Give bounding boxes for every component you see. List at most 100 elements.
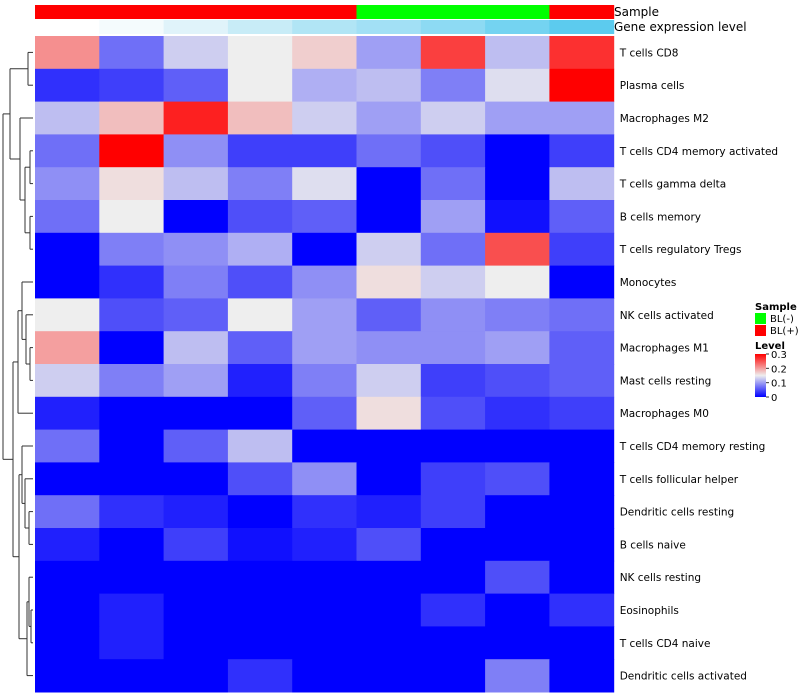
heatmap-cell [163,232,229,267]
legend-sample-title: Sample [755,302,797,313]
heatmap-cell [35,68,100,103]
heatmap-cell [549,101,615,135]
heatmap-cell [227,265,293,299]
heatmap-cell [420,462,486,496]
heatmap-cell [356,298,422,332]
heatmap-cell [292,200,357,234]
heatmap-cell [356,167,422,201]
heatmap-cell [163,364,229,398]
expression-annotation-cell [227,20,293,34]
heatmap-cell [163,495,229,529]
heatmap-cell [420,101,486,135]
heatmap-cell [549,36,615,70]
row-label: NK cells activated [620,310,714,322]
heatmap-cell [420,200,486,234]
heatmap-cell [99,134,165,168]
row-label: Plasma cells [620,80,685,92]
row-label: T cells CD4 memory activated [619,146,778,158]
heatmap-cell [485,462,550,496]
heatmap-cell [35,331,100,365]
heatmap-cell [227,36,293,70]
heatmap-cell [420,396,486,431]
heatmap-cell [420,331,486,365]
row-label: Macrophages M0 [620,408,709,420]
heatmap-cell [35,200,100,234]
heatmap-cell [356,331,422,365]
heatmap-cell [549,462,615,496]
heatmap-cell [99,298,165,332]
legend-level-title: Level [755,341,785,352]
heatmap-cell [227,429,293,463]
heatmap-cells [35,36,615,693]
heatmap-cell [292,396,357,431]
heatmap-cell [227,659,293,693]
row-label: T cells CD4 memory resting [619,441,766,453]
legend-level-tick-label: 0.2 [771,364,787,375]
heatmap-cell [99,36,165,70]
heatmap-cell [485,429,550,463]
heatmap-cell [292,495,357,529]
heatmap-cell [420,134,486,168]
heatmap-cell [35,167,100,201]
heatmap-cell [549,364,615,398]
heatmap-cell [35,298,100,332]
heatmap-cell [485,331,550,365]
heatmap-cell [356,232,422,267]
heatmap-cell [292,298,357,332]
heatmap-cell [420,298,486,332]
heatmap-cell [549,265,615,299]
heatmap-cell [163,265,229,299]
heatmap-cell [549,659,615,693]
heatmap-cell [356,396,422,431]
row-label: T cells regulatory Tregs [619,244,742,256]
heatmap-cell [35,659,100,693]
heatmap-cell [227,134,293,168]
sample-annotation-cell [99,5,165,19]
heatmap-cell [292,364,357,398]
expression-annotation-cell [292,20,357,34]
heatmap-cell [35,560,100,595]
heatmap-cell [99,495,165,529]
heatmap-cell [99,331,165,365]
heatmap-cell [485,36,550,70]
heatmap-cell [420,167,486,201]
heatmap-cell [292,134,357,168]
row-label: Dendritic cells resting [620,507,735,519]
heatmap-cell [227,528,293,562]
heatmap-cell [420,68,486,103]
heatmap-cell [485,298,550,332]
heatmap-cell [549,200,615,234]
expression-annotation-cell [420,20,486,34]
heatmap-cell [99,364,165,398]
sample-annotation-cell [485,5,550,19]
heatmap-cell [99,462,165,496]
heatmap-cell [163,626,229,660]
heatmap-cell [292,593,357,627]
heatmap-cell [356,68,422,103]
heatmap-cell [420,593,486,627]
heatmap-cell [35,429,100,463]
heatmap-cell [356,265,422,299]
row-label: Eosinophils [620,605,679,617]
heatmap-cell [35,593,100,627]
expression-annotation-cell [549,20,615,34]
heatmap-cell [163,68,229,103]
sample-track-label: Sample [614,5,659,19]
heatmap-cell [163,200,229,234]
legend-level-tick-label: 0 [771,393,777,404]
heatmap-cell [356,36,422,70]
row-label: T cells CD4 naive [619,638,711,650]
heatmap-cell [356,200,422,234]
heatmap-cell [99,659,165,693]
sample-annotation-cell [163,5,229,19]
legend-level-tick-label: 0.3 [771,350,787,361]
sample-annotation-track [35,5,615,19]
heatmap-cell [549,68,615,103]
heatmap-cell [163,36,229,70]
heatmap-cell [549,429,615,463]
row-label: T cells gamma delta [619,179,727,191]
heatmap-cell [485,101,550,135]
expression-annotation-cell [163,20,229,34]
heatmap-cell [485,659,550,693]
